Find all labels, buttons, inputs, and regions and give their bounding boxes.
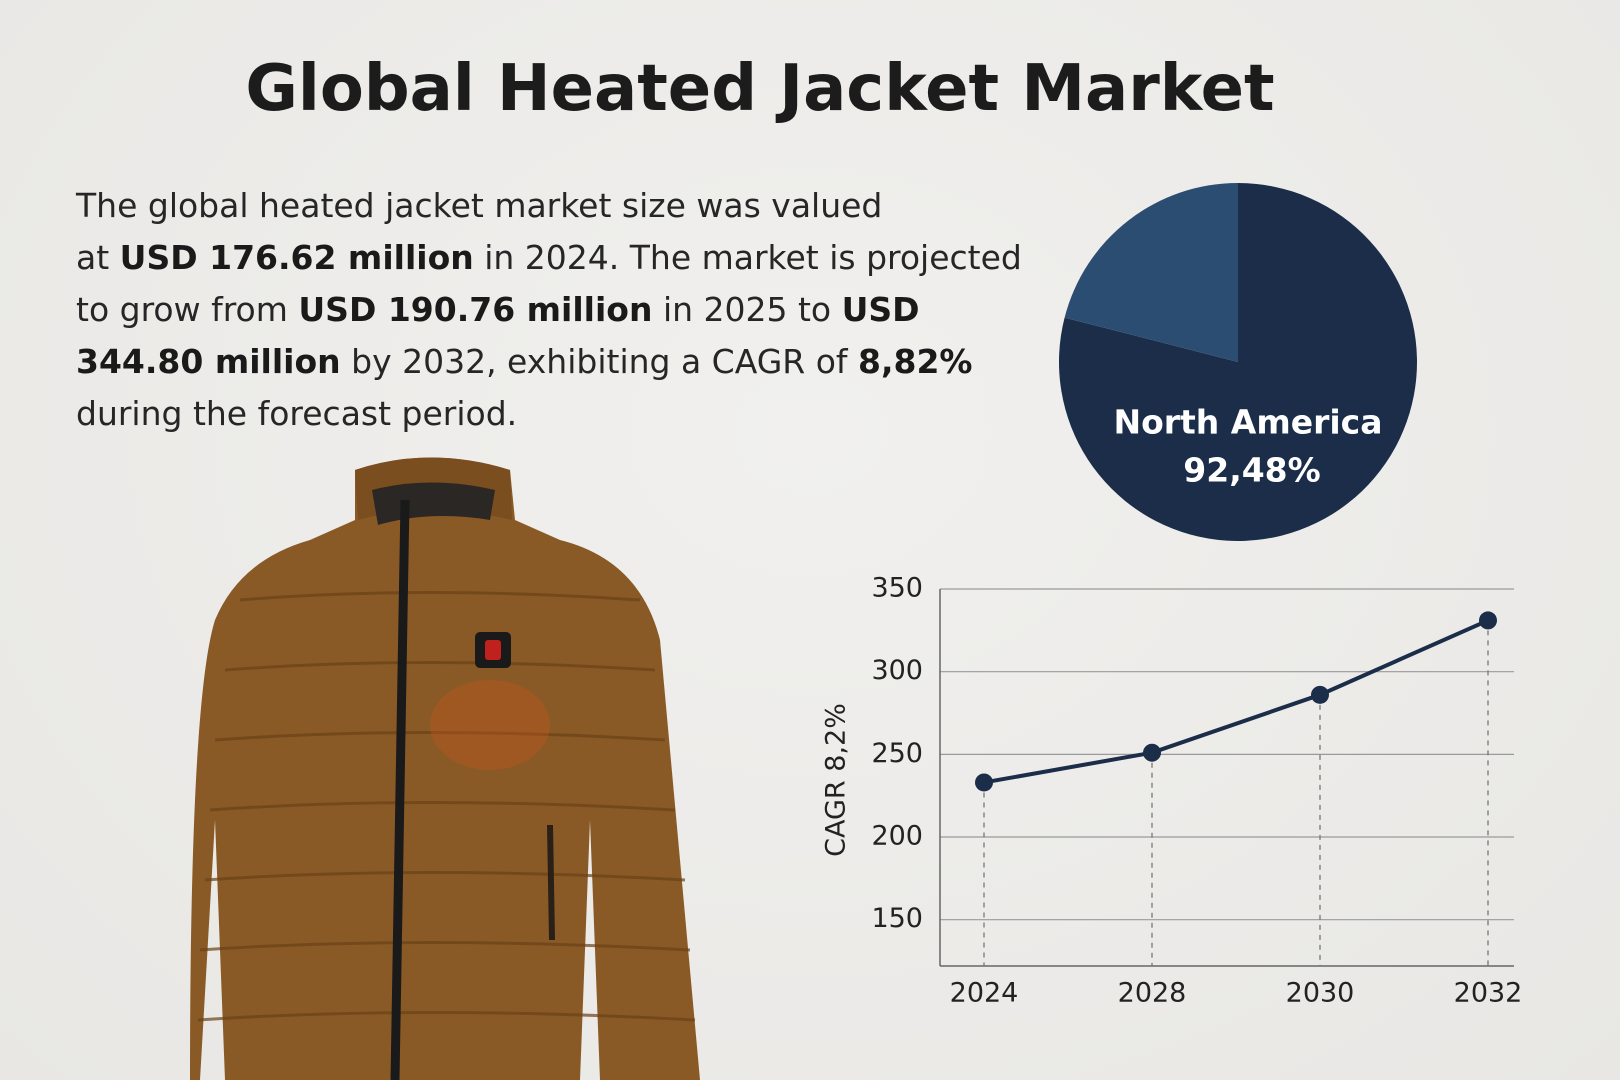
- data-point: [1311, 685, 1329, 704]
- data-point: [975, 773, 993, 792]
- text: in 2024. The market is projected: [473, 238, 1022, 277]
- text: The global heated jacket market size was…: [76, 186, 883, 225]
- description: The global heated jacket market size was…: [76, 180, 1022, 440]
- y-tick-label: 200: [871, 821, 923, 852]
- text: by 2032, exhibiting a CAGR of: [340, 342, 859, 381]
- slice-value: 92,48%: [1183, 451, 1320, 490]
- pie-slice: [1064, 183, 1238, 362]
- y-tick-label: 250: [871, 738, 923, 769]
- y-tick-label: 150: [871, 903, 923, 934]
- highlight-text: USD 190.76 million: [298, 290, 653, 329]
- highlight-text: USD: [841, 290, 920, 329]
- text: in 2025 to: [652, 290, 842, 329]
- description-line: The global heated jacket market size was…: [76, 180, 1022, 232]
- description-line: at USD 176.62 million in 2024. The marke…: [76, 232, 1022, 284]
- data-point: [1143, 743, 1161, 762]
- x-tick-label: 2032: [1454, 978, 1523, 1009]
- y-axis-label: CAGR 8,2%: [821, 703, 852, 857]
- description-line: to grow from USD 190.76 million in 2025 …: [76, 284, 1022, 336]
- highlight-text: USD 176.62 million: [119, 238, 474, 277]
- description-line: 344.80 million by 2032, exhibiting a CAG…: [76, 336, 1022, 388]
- x-tick-label: 2030: [1286, 978, 1355, 1009]
- page-title: Global Heated Jacket Market: [245, 52, 1275, 126]
- y-tick-label: 350: [871, 573, 923, 604]
- highlight-text: 8,82%: [858, 342, 973, 381]
- highlight-text: 344.80 million: [76, 342, 341, 381]
- text: to grow from: [76, 290, 299, 329]
- y-tick-label: 300: [871, 655, 923, 686]
- x-tick-label: 2028: [1118, 978, 1187, 1009]
- description-line: during the forecast period.: [76, 388, 1022, 440]
- text: at: [76, 238, 120, 277]
- jacket-illustration: [190, 457, 700, 1080]
- series-line: [983, 618, 1489, 785]
- text: during the forecast period.: [76, 394, 518, 433]
- slice-label: North America: [1113, 403, 1382, 442]
- pie-slice: [1059, 183, 1417, 542]
- data-point: [1479, 611, 1497, 630]
- x-tick-label: 2024: [950, 978, 1019, 1009]
